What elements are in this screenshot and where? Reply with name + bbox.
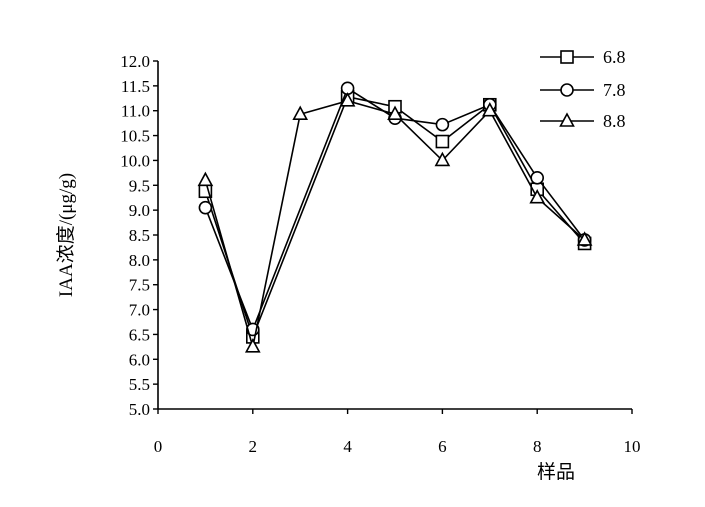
legend-entry: 8.8	[540, 111, 626, 131]
legend-entry: 7.8	[540, 80, 626, 100]
legend-marker-square	[560, 50, 574, 64]
y-tick-label: 6.5	[129, 325, 150, 344]
y-tick-label: 8.5	[129, 226, 150, 245]
data-point-triangle	[387, 105, 403, 120]
data-point-triangle	[292, 105, 309, 120]
axes: 5.0 5.5 6.0 6.5 7.0 7.5 8.0 8.5 9.0 9.5 10.0 10.5 11…	[120, 52, 640, 456]
series-circle	[198, 81, 592, 337]
x-tick-label: 10	[624, 437, 641, 456]
legend: 6.8 7.8 8.8	[540, 47, 626, 131]
y-axis-title: IAA浓度/(μg/g)	[55, 173, 77, 297]
y-tick-label: 8.0	[129, 251, 150, 270]
series-layer	[197, 81, 593, 353]
legend-label: 6.8	[603, 47, 626, 67]
series-triangle	[197, 92, 593, 353]
y-tick-label: 12.0	[120, 52, 150, 71]
x-tick-label: 2	[249, 437, 258, 456]
data-point-triangle	[434, 151, 451, 167]
series-line-circle	[204, 87, 586, 332]
data-point-triangle	[576, 231, 593, 246]
data-point-triangle	[339, 92, 356, 107]
data-point-triangle	[197, 171, 214, 187]
legend-marker-triangle	[559, 112, 575, 127]
series-line-square	[204, 95, 586, 340]
x-tick-label: 6	[438, 437, 447, 456]
y-tick-label: 11.5	[121, 77, 150, 96]
data-point-square	[435, 134, 450, 149]
data-point-circle	[530, 171, 545, 185]
data-point-circle	[435, 117, 450, 132]
x-tick-label: 0	[154, 437, 163, 456]
data-point-triangle	[481, 102, 498, 117]
y-tick-label: 6.0	[129, 350, 150, 369]
y-tick-label: 10.0	[120, 151, 150, 170]
legend-marker-circle	[560, 83, 574, 97]
x-axis-title: 样品	[537, 461, 575, 483]
data-point-triangle	[529, 189, 546, 204]
y-tick-label: 5.5	[129, 375, 150, 394]
y-tick-label: 5.0	[129, 400, 150, 419]
y-tick-label: 11.0	[121, 102, 150, 121]
y-tick-label: 9.0	[129, 201, 150, 220]
x-tick-label: 8	[533, 437, 542, 456]
x-tick-label: 4	[343, 437, 352, 456]
series-line-triangle	[204, 99, 586, 348]
series-square	[198, 89, 592, 344]
legend-label: 8.8	[603, 111, 626, 131]
y-tick-label: 7.0	[129, 301, 150, 320]
data-point-circle	[198, 200, 213, 215]
y-tick-label: 10.5	[120, 127, 150, 146]
y-tick-label: 9.5	[129, 176, 150, 195]
legend-label: 7.8	[603, 80, 626, 100]
data-point-triangle	[244, 338, 261, 353]
y-tick-label: 7.5	[129, 276, 150, 295]
legend-entry: 6.8	[540, 47, 626, 67]
